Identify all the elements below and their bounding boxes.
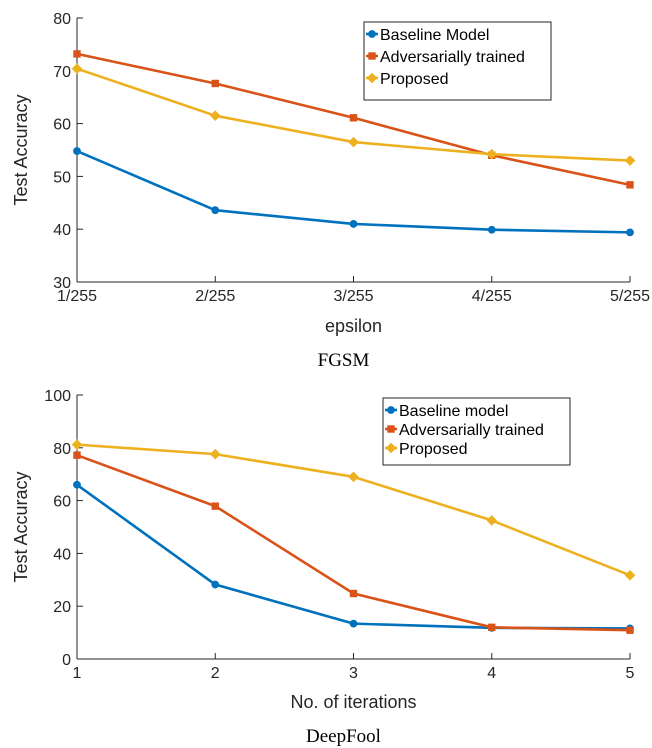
chart-fgsm: 30 40 50 60 70 80 1/255 2/255 3/255 4/255 5/255 eps… — [11, 11, 650, 371]
y-tick-label: 20 — [53, 599, 71, 616]
x-tick-label: 2/255 — [195, 288, 235, 305]
y-tick-label: 60 — [53, 117, 71, 134]
series-proposed — [71, 439, 636, 581]
x-tick-label: 1/255 — [57, 288, 97, 305]
legend-box — [382, 397, 571, 466]
y-tick-label: 30 — [53, 275, 71, 292]
y-tick-label: 50 — [53, 169, 71, 186]
data-point — [626, 181, 634, 189]
legend-label: Adversarially trained — [380, 49, 525, 66]
data-point — [486, 148, 498, 160]
data-point — [349, 589, 358, 598]
data-point — [73, 480, 81, 489]
data-point — [624, 155, 636, 166]
series-baseline-model — [73, 480, 634, 633]
x-tick-label: 3 — [349, 665, 358, 682]
y-tick-label: 60 — [53, 494, 71, 511]
x-tick-label: 4/255 — [472, 288, 512, 305]
legend-swatch-marker — [368, 30, 376, 38]
y-tick-label: 100 — [44, 388, 71, 405]
chart-caption: FGSM — [318, 350, 370, 371]
legend-swatch-marker — [366, 72, 378, 84]
legend-swatch-marker — [387, 425, 395, 433]
data-point — [626, 626, 634, 634]
y-tick-label: 80 — [53, 441, 71, 458]
x-tick-label: 2 — [211, 665, 220, 682]
data-point — [211, 206, 220, 215]
x-tick-label: 3/255 — [333, 288, 373, 305]
data-point — [348, 136, 359, 148]
x-tick-label: 1 — [73, 665, 82, 682]
data-point — [211, 580, 220, 589]
y-axis-label: Test Accuracy — [11, 94, 31, 205]
y-tick-label: 40 — [53, 546, 71, 563]
legend-box — [363, 21, 552, 101]
data-point — [349, 114, 358, 122]
data-point — [73, 147, 81, 155]
legend: Baseline Model Adversarially trained Propo… — [363, 21, 552, 101]
data-point — [624, 570, 636, 581]
data-point — [348, 471, 359, 483]
legend-item: Baseline Model — [366, 27, 489, 44]
legend-item: Baseline model — [385, 403, 508, 420]
legend-swatch-marker — [387, 406, 395, 414]
data-point — [71, 439, 83, 450]
legend-swatch-marker — [368, 52, 376, 60]
data-point — [349, 619, 358, 628]
legend-label: Baseline Model — [380, 27, 489, 44]
data-point — [71, 63, 83, 74]
data-point — [488, 623, 496, 632]
legend-item: Adversarially trained — [385, 422, 544, 439]
legend-item: Proposed — [385, 441, 468, 458]
data-point — [487, 225, 496, 234]
x-tick-label: 5/255 — [610, 288, 650, 305]
legend-label: Adversarially trained — [399, 422, 544, 439]
x-tick-label: 4 — [487, 665, 496, 682]
data-point — [209, 448, 221, 460]
x-tick-label: 5 — [626, 665, 635, 682]
series-baseline-model — [73, 147, 634, 237]
data-point — [209, 110, 221, 121]
data-point — [211, 79, 219, 88]
data-point — [486, 515, 498, 526]
legend: Baseline model Adversarially trained Propo… — [382, 397, 571, 466]
y-tick-label: 70 — [53, 64, 71, 81]
x-axis-label: No. of iterations — [290, 692, 416, 712]
y-axis-label: Test Accuracy — [11, 471, 31, 582]
legend-item: Proposed — [366, 71, 449, 88]
legend-swatch-marker — [385, 442, 397, 454]
series-proposed — [71, 63, 636, 166]
x-axis-label: epsilon — [325, 316, 382, 336]
y-tick-label: 40 — [53, 222, 71, 239]
chart-caption: DeepFool — [306, 726, 381, 747]
y-tick-label: 80 — [53, 11, 71, 28]
data-point — [349, 220, 358, 228]
chart-deepfool: 0 20 40 60 80 100 1 2 3 4 5 No. of iterations Test A… — [11, 388, 636, 747]
legend-label: Proposed — [380, 71, 449, 88]
data-point — [73, 451, 81, 459]
series-line — [76, 483, 631, 630]
series-adversarially-trained — [73, 451, 634, 634]
data-point — [73, 50, 81, 58]
legend-label: Baseline model — [399, 403, 508, 420]
data-point — [626, 228, 634, 237]
legend-item: Adversarially trained — [366, 49, 525, 66]
legend-label: Proposed — [399, 441, 468, 458]
data-point — [211, 502, 219, 510]
y-tick-label: 0 — [62, 652, 71, 669]
